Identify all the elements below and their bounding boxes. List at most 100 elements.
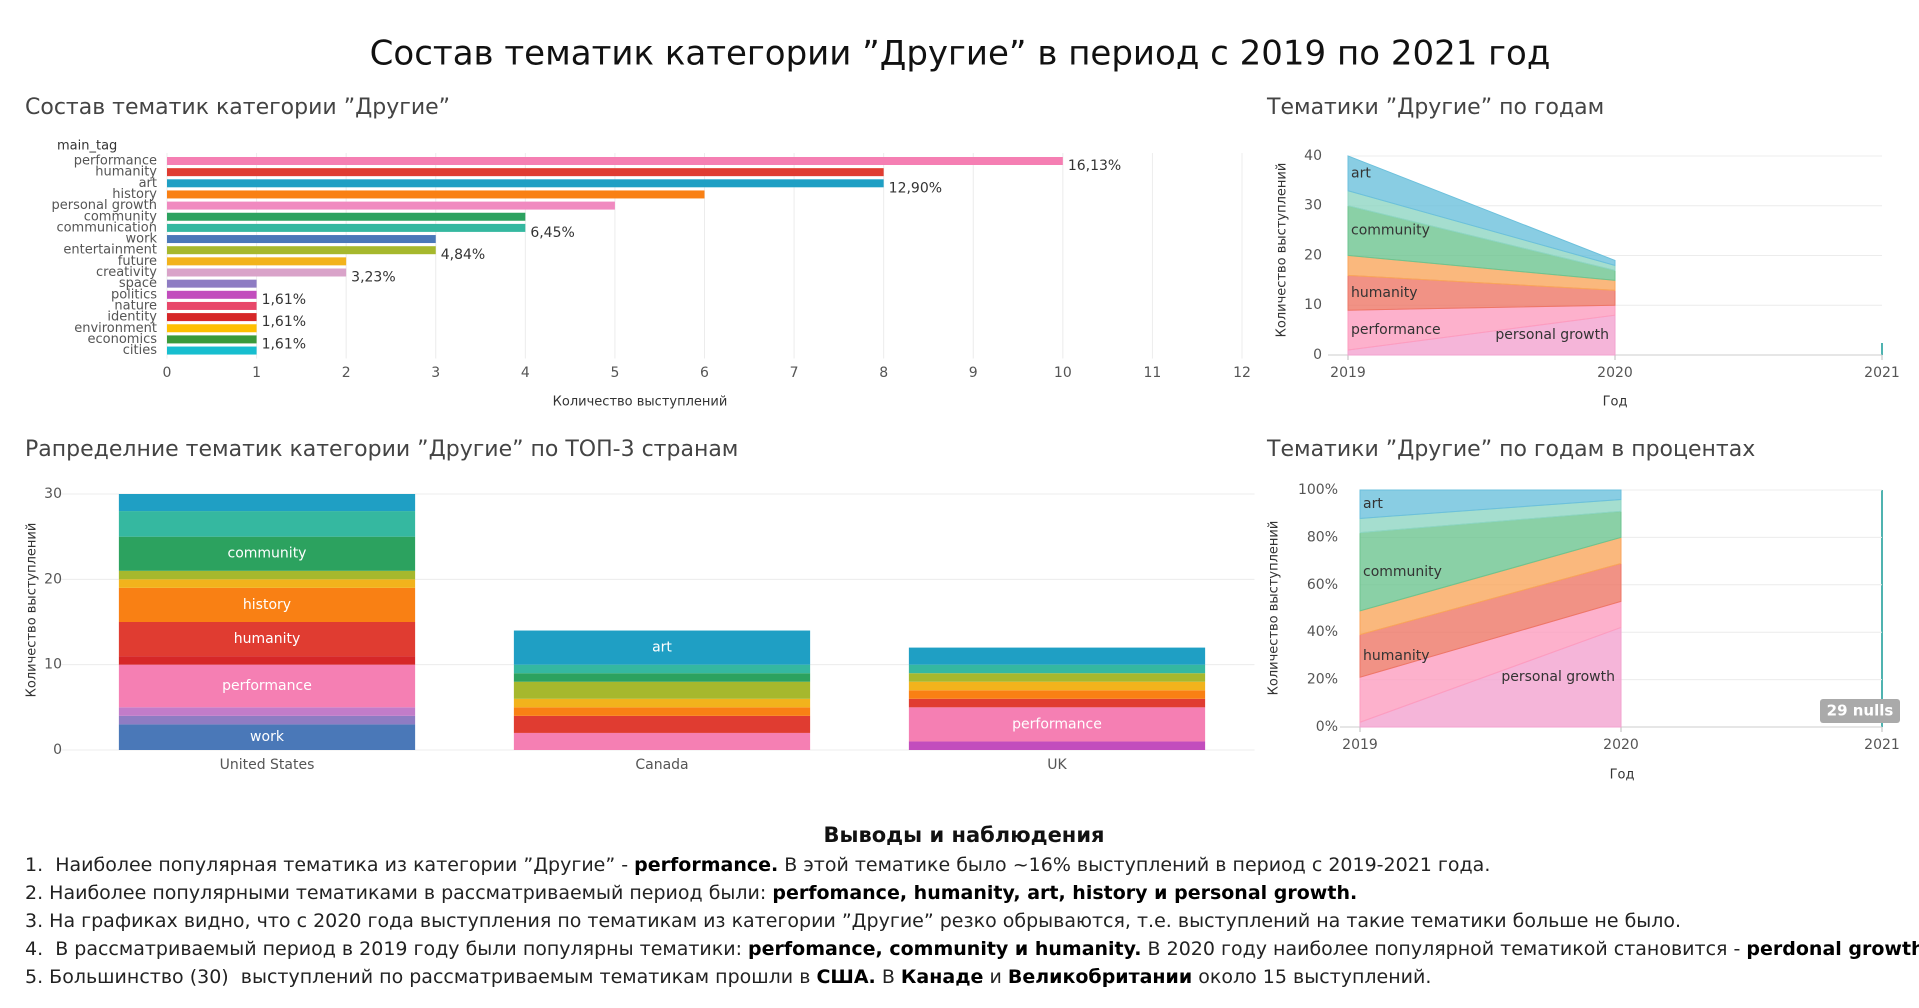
bar-segment (513, 698, 811, 708)
share-label: 1,61% (262, 314, 306, 330)
conclusion-part: около 15 выступлений. (1192, 966, 1431, 988)
category-label: history (112, 187, 157, 202)
category-label: communication (56, 220, 157, 235)
y-tick-label: 0% (1316, 719, 1338, 735)
conclusion-part: В (876, 966, 901, 988)
bar (167, 335, 257, 344)
bar (167, 223, 526, 232)
conclusion-part: В этой тематике было ~16% выступлений в … (778, 854, 1490, 876)
segment-label: performance (222, 678, 312, 694)
conclusion-part: Канаде (901, 966, 984, 988)
conclusion-part: В 2020 году наиболее популярной тематико… (1142, 938, 1747, 960)
share-label: 1,61% (262, 292, 306, 308)
conclusion-part: 2. Наиболее популярными тематиками в рас… (25, 882, 772, 904)
bar-segment (908, 707, 1206, 742)
chart-title: Рапределние тематик категории ”Другие” п… (25, 437, 738, 462)
conclusion-part: США. (816, 966, 875, 988)
y-tick-label: 80% (1307, 529, 1338, 545)
bar (167, 212, 526, 221)
bar (167, 290, 257, 299)
note-label: 29 nulls (1827, 702, 1894, 720)
category-label: economics (88, 332, 158, 347)
segment-label: art (652, 640, 672, 656)
area-band (1359, 489, 1622, 519)
x-tick-label: 8 (879, 365, 888, 381)
bar (167, 246, 436, 255)
x-tick-label: Canada (635, 757, 688, 773)
y-tick-label: 60% (1307, 577, 1338, 593)
segment-label: work (250, 729, 285, 745)
bar-segment (118, 724, 416, 750)
category-label: politics (111, 287, 157, 302)
share-label: 6,45% (530, 225, 574, 241)
bar (167, 157, 1063, 165)
share-label: 4,84% (441, 247, 485, 263)
bar-segment (118, 511, 416, 537)
x-tick-label: 10 (1054, 365, 1072, 381)
bar-segment (908, 673, 1206, 682)
band-label: personal growth (1501, 669, 1615, 685)
bar (167, 257, 347, 266)
bar-segment (118, 494, 416, 512)
x-axis-label: Год (1610, 768, 1635, 783)
bar-segment (513, 664, 811, 674)
category-label: work (126, 232, 158, 247)
x-tick-label: United States (220, 757, 315, 773)
conclusion-part: perfomance, community и humanity. (748, 938, 1141, 960)
bar (167, 235, 436, 244)
y-tick-label: 20 (1304, 247, 1322, 263)
band-label: personal growth (1495, 327, 1609, 343)
bar-segment (118, 707, 416, 716)
chart-title: Тематики ”Другие” по годам (1266, 95, 1604, 120)
x-axis-label: Год (1603, 395, 1628, 410)
category-label: identity (107, 310, 157, 325)
x-tick-label: 2020 (1603, 737, 1639, 753)
bar-segment (118, 587, 416, 622)
bar (167, 268, 347, 277)
band-label: community (1363, 564, 1442, 580)
y-tick-label: 30 (44, 486, 62, 502)
x-tick-label: 2020 (1597, 365, 1633, 381)
category-label: space (119, 276, 157, 291)
conclusion-part: 3. На графиках видно, что с 2020 года вы… (25, 910, 1681, 932)
segment-label: performance (1012, 716, 1102, 732)
x-tick-label: 6 (700, 365, 709, 381)
dashboard-title: Состав тематик категории ”Другие” в пери… (370, 34, 1551, 74)
bar (167, 190, 705, 199)
bar-segment (118, 664, 416, 708)
x-tick-label: 7 (790, 365, 799, 381)
conclusion-part: 5. Большинство (30) выступлений по рассм… (25, 966, 816, 988)
share-label: 3,23% (351, 270, 395, 286)
segment-label: community (228, 546, 307, 562)
conclusion-line: 1. Наиболее популярная тематика из катег… (25, 854, 1490, 876)
bar (167, 301, 257, 310)
y-tick-label: 10 (44, 657, 62, 673)
chart-title: Тематики ”Другие” по годам в процентах (1266, 437, 1755, 462)
y-tick-label: 0 (53, 742, 62, 758)
y-tick-label: 0 (1313, 347, 1322, 363)
band-label: community (1351, 223, 1430, 239)
band-label: humanity (1351, 285, 1418, 301)
bar-segment (908, 647, 1206, 665)
band-label: art (1351, 165, 1371, 181)
bar (167, 168, 884, 177)
bar (167, 313, 257, 322)
y-tick-label: 10 (1304, 297, 1322, 313)
y-axis-label: Количество выступлений (25, 523, 40, 698)
x-tick-label: 2021 (1864, 737, 1900, 753)
category-label: environment (74, 321, 157, 336)
x-tick-label: UK (1047, 757, 1067, 773)
y-tick-label: 40% (1307, 624, 1338, 640)
share-label: 16,13% (1068, 158, 1121, 174)
y-tick-label: 20% (1307, 672, 1338, 688)
bar-segment (118, 715, 416, 725)
conclusion-line: 3. На графиках видно, что с 2020 года вы… (25, 910, 1681, 932)
bar-segment (513, 715, 811, 733)
y-axis-label: Количество выступлений (1267, 521, 1282, 696)
x-tick-label: 2019 (1330, 365, 1366, 381)
conclusion-part: 4. В рассматриваемый период в 2019 году … (25, 938, 748, 960)
conclusion-part: perdonal growth. (1746, 938, 1919, 960)
bar-segment (513, 732, 811, 750)
note-badge (1820, 699, 1900, 723)
